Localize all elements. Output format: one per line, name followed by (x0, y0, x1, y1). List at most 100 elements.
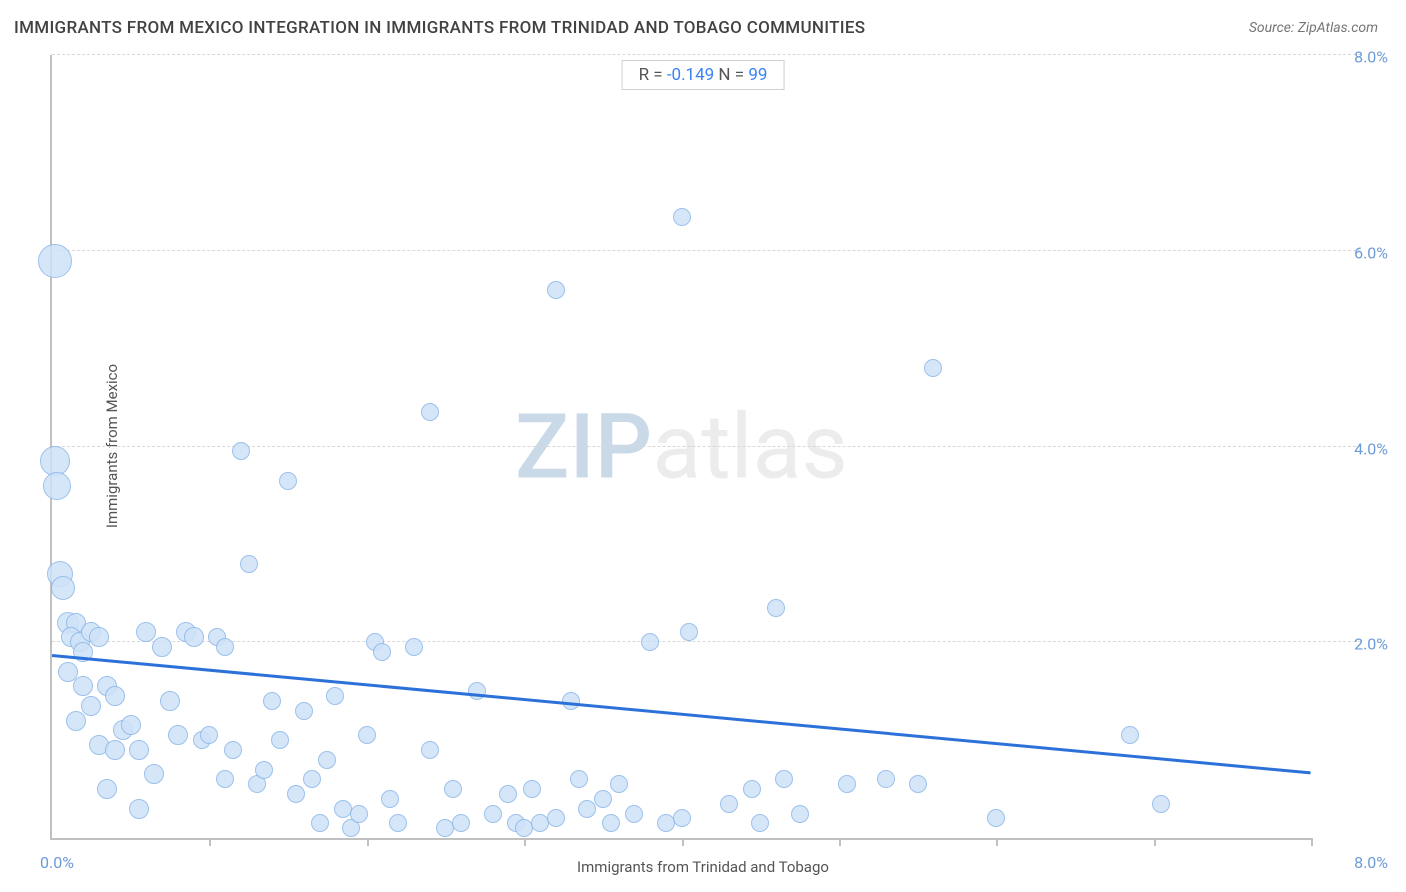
x-axis-max-label: 8.0% (1354, 853, 1388, 872)
scatter-point (129, 740, 149, 760)
x-tick (209, 838, 211, 846)
scatter-point (751, 814, 769, 832)
watermark-atlas: atlas (652, 394, 848, 499)
scatter-point (295, 702, 313, 720)
scatter-point (326, 687, 344, 705)
stats-box: R = -0.149 N = 99 (622, 60, 785, 90)
scatter-point (73, 676, 93, 696)
scatter-point (160, 691, 180, 711)
scatter-point (121, 715, 141, 735)
scatter-point (81, 696, 101, 716)
x-tick (367, 838, 369, 846)
scatter-point (287, 785, 305, 803)
scatter-point (358, 726, 376, 744)
scatter-point (97, 779, 117, 799)
scatter-point (311, 814, 329, 832)
scatter-point (499, 785, 517, 803)
scatter-point (279, 472, 297, 490)
scatter-point (136, 622, 156, 642)
scatter-point (255, 761, 273, 779)
scatter-point (680, 623, 698, 641)
y-tick-label: 6.0% (1354, 243, 1388, 262)
x-tick (839, 838, 841, 846)
y-tick-label: 2.0% (1354, 635, 1388, 654)
scatter-point (720, 795, 738, 813)
scatter-point (66, 711, 86, 731)
scatter-point (909, 775, 927, 793)
source-label: Source: (1249, 20, 1298, 36)
scatter-point (216, 638, 234, 656)
scatter-point (673, 809, 691, 827)
scatter-point (767, 599, 785, 617)
scatter-point (405, 638, 423, 656)
watermark-zip: ZIP (515, 394, 652, 499)
scatter-point (152, 637, 172, 657)
scatter-point (602, 814, 620, 832)
scatter-point (775, 770, 793, 788)
scatter-point (547, 809, 565, 827)
scatter-point (184, 627, 204, 647)
scatter-point (389, 814, 407, 832)
scatter-point (38, 244, 72, 278)
scatter-point (232, 442, 250, 460)
scatter-point (421, 403, 439, 421)
scatter-point (168, 725, 188, 745)
n-label: N = (714, 65, 748, 85)
trend-line (52, 654, 1311, 774)
scatter-point (924, 359, 942, 377)
x-tick (1311, 838, 1313, 846)
plot-area: ZIPatlas (50, 55, 1311, 840)
gridline (52, 250, 1361, 251)
scatter-point (144, 764, 164, 784)
scatter-point (452, 814, 470, 832)
scatter-point (318, 751, 336, 769)
scatter-point (271, 731, 289, 749)
scatter-point (743, 780, 761, 798)
scatter-point (89, 627, 109, 647)
scatter-point (1152, 795, 1170, 813)
scatter-point (468, 682, 486, 700)
scatter-point (625, 805, 643, 823)
scatter-point (105, 686, 125, 706)
scatter-point (200, 726, 218, 744)
chart-title: IMMIGRANTS FROM MEXICO INTEGRATION IN IM… (14, 18, 865, 38)
scatter-point (51, 576, 75, 600)
source-name: ZipAtlas.com (1298, 20, 1378, 36)
scatter-point (129, 799, 149, 819)
x-tick (682, 838, 684, 846)
x-axis-title: Immigrants from Trinidad and Tobago (577, 858, 829, 876)
x-tick (1154, 838, 1156, 846)
gridline (52, 54, 1361, 55)
scatter-point (224, 741, 242, 759)
scatter-point (838, 775, 856, 793)
scatter-point (216, 770, 234, 788)
scatter-point (673, 208, 691, 226)
scatter-point (444, 780, 462, 798)
scatter-point (58, 662, 78, 682)
scatter-point (570, 770, 588, 788)
scatter-point (610, 775, 628, 793)
scatter-point (381, 790, 399, 808)
scatter-point (1121, 726, 1139, 744)
r-value: -0.149 (667, 65, 714, 85)
scatter-point (987, 809, 1005, 827)
scatter-point (350, 805, 368, 823)
source-attribution: Source: ZipAtlas.com (1249, 20, 1378, 36)
scatter-point (373, 643, 391, 661)
scatter-point (105, 740, 125, 760)
scatter-point (484, 805, 502, 823)
x-tick (524, 838, 526, 846)
n-value: 99 (748, 65, 767, 85)
scatter-point (791, 805, 809, 823)
gridline (52, 641, 1361, 642)
scatter-point (877, 770, 895, 788)
watermark: ZIPatlas (515, 394, 848, 499)
scatter-point (240, 555, 258, 573)
scatter-point (641, 633, 659, 651)
scatter-point (303, 770, 321, 788)
scatter-point (547, 281, 565, 299)
y-tick-label: 8.0% (1354, 48, 1388, 67)
r-label: R = (639, 65, 667, 85)
scatter-point (578, 800, 596, 818)
scatter-point (421, 741, 439, 759)
